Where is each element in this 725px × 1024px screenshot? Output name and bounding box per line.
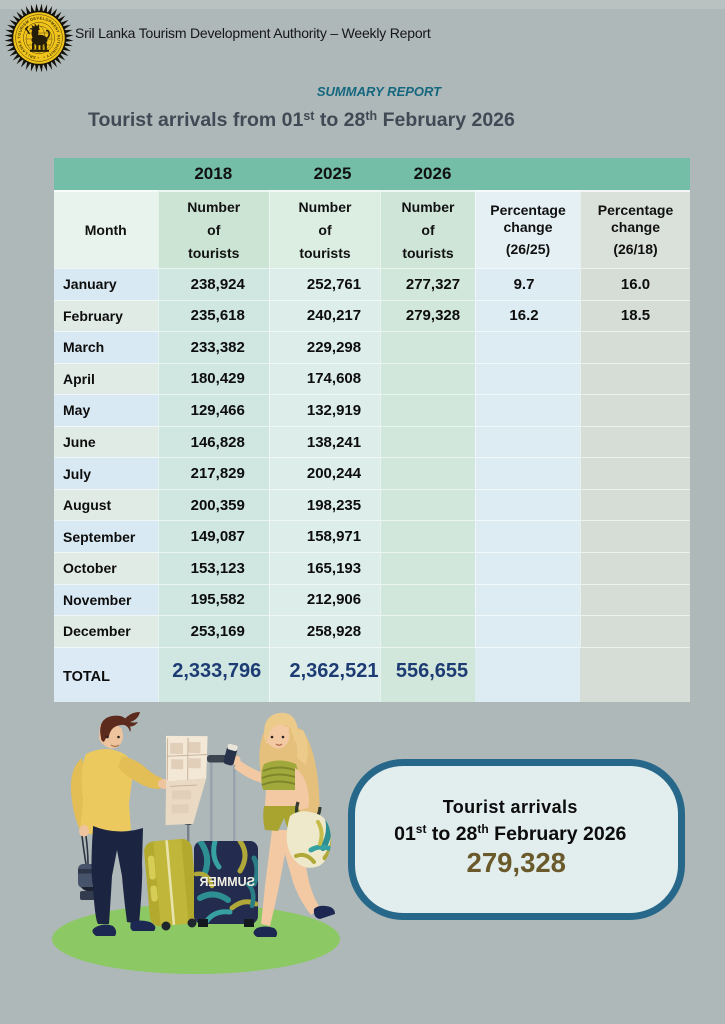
svg-text:SUMMER: SUMMER — [199, 875, 255, 889]
